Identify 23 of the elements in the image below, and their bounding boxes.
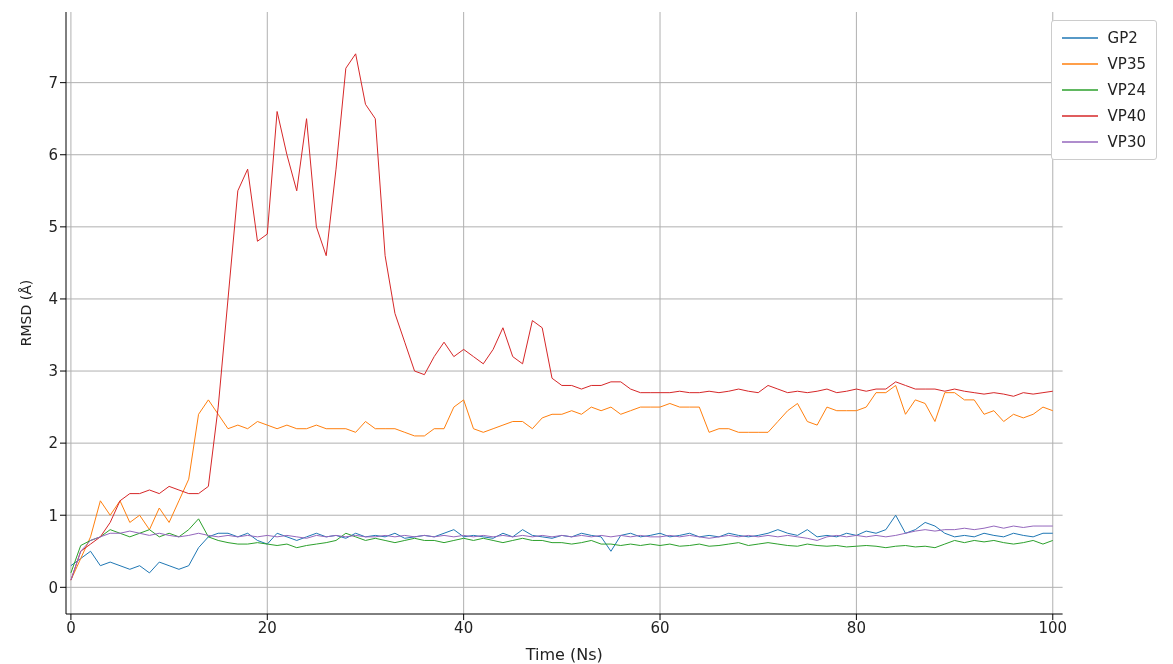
y-tick-label: 5 xyxy=(48,218,58,237)
y-tick-label: 2 xyxy=(48,434,58,453)
line-series xyxy=(70,384,1054,581)
x-axis-title: Time (Ns) xyxy=(524,645,603,664)
y-axis-title: RMSD (Å) xyxy=(17,279,34,347)
y-tick-label: 4 xyxy=(48,290,58,309)
legend-label: GP2 xyxy=(1107,28,1138,49)
x-tick-label: 40 xyxy=(454,618,474,637)
legend-label: VP35 xyxy=(1107,54,1146,75)
x-tick-label: 0 xyxy=(66,618,76,637)
y-tick-label: 1 xyxy=(48,506,58,525)
y-tick-label: 6 xyxy=(48,146,58,165)
y-tick-label: 0 xyxy=(48,578,58,597)
x-tick-label: 80 xyxy=(846,618,866,637)
x-tick-label: 60 xyxy=(650,618,670,637)
x-tick-label: 20 xyxy=(257,618,277,637)
y-tick-label: 7 xyxy=(48,73,58,92)
x-tick-label: 100 xyxy=(1038,618,1068,637)
legend-label: VP30 xyxy=(1107,132,1146,153)
legend-label: VP40 xyxy=(1107,106,1146,127)
legend-label: VP24 xyxy=(1107,80,1146,101)
y-tick-label: 3 xyxy=(48,362,58,381)
line-series xyxy=(70,525,1054,581)
